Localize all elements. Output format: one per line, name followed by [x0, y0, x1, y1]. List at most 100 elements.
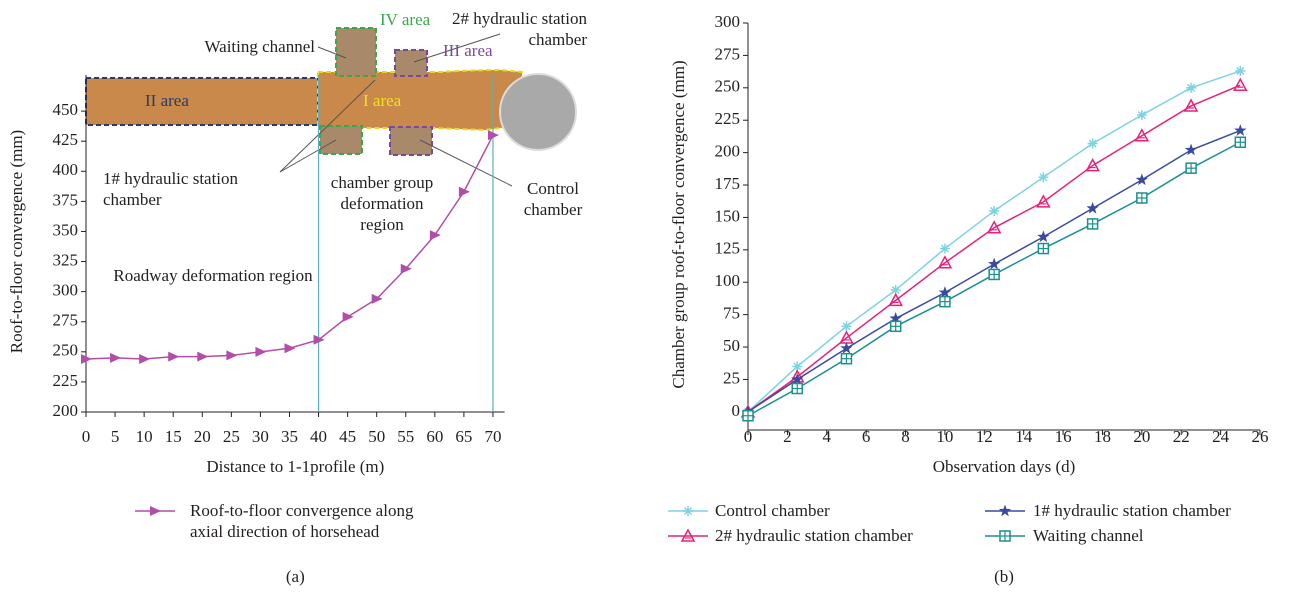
marker-shape [1183, 98, 1199, 112]
data-point [742, 409, 754, 422]
marker-shape [683, 506, 693, 516]
annotation: 2# hydraulic station chamber [451, 9, 587, 49]
marker-shape [1135, 173, 1149, 186]
data-point [168, 351, 180, 362]
y-tick-label: 200 [53, 401, 79, 420]
x-tick-label: 10 [136, 427, 153, 446]
data-point [841, 321, 852, 332]
data-point [791, 382, 803, 395]
y-tick-label: 250 [715, 77, 741, 96]
data-point [986, 220, 1002, 234]
legend-label: 2# hydraulic station chamber [715, 526, 913, 545]
y-tick-label: 275 [715, 44, 741, 63]
legend-label: Waiting channel [1033, 526, 1144, 545]
legend-marker [683, 506, 693, 516]
x-tick-label: 45 [339, 427, 356, 446]
data-point [1136, 110, 1147, 121]
annotation: II area [145, 91, 189, 110]
x-tick-label: 2 [783, 427, 792, 446]
marker-shape [1137, 110, 1146, 120]
data-point [1037, 242, 1050, 255]
legend-label: 1# hydraulic station chamber [1033, 501, 1231, 520]
x-tick-label: 0 [82, 427, 91, 446]
y-tick-label: 350 [53, 220, 79, 239]
x-tick-label: 50 [368, 427, 385, 446]
legend-marker [150, 506, 161, 516]
data-point [840, 341, 853, 354]
x-tick-label: 20 [1133, 427, 1150, 446]
marker-shape [937, 255, 953, 269]
data-point [1135, 173, 1149, 186]
x-tick-label: 8 [901, 427, 910, 446]
marker-shape [1236, 66, 1245, 75]
marker-shape [1086, 201, 1099, 214]
y-tick-label: 175 [715, 174, 741, 193]
marker-shape [110, 352, 122, 363]
marker-shape [840, 341, 853, 354]
y-tick-label: 125 [715, 239, 741, 258]
marker-shape [1036, 194, 1051, 208]
annotation: Waiting channel [204, 37, 315, 56]
marker-shape [990, 206, 999, 215]
data-point [1234, 124, 1247, 136]
y-tick-label: 200 [715, 142, 741, 161]
data-point [1037, 230, 1050, 243]
y-tick-label: 150 [715, 206, 741, 225]
marker-shape [255, 346, 267, 357]
marker-shape [371, 293, 383, 304]
data-point [939, 295, 951, 308]
data-point [284, 343, 296, 354]
marker-shape [1037, 230, 1050, 243]
data-point [791, 372, 804, 385]
marker-shape [998, 504, 1012, 517]
x-tick-label: 70 [484, 427, 501, 446]
annotation: chamber group deformation region [330, 173, 434, 234]
annotation: IV area [380, 10, 431, 29]
data-point [938, 286, 952, 298]
marker-shape [1039, 173, 1048, 182]
marker-shape [1234, 124, 1247, 136]
marker-shape [1085, 158, 1100, 172]
data-point [889, 312, 902, 324]
x-tick-label: 10 [936, 427, 953, 446]
y-tick-label: 300 [53, 281, 79, 300]
data-point [313, 334, 325, 345]
data-point [1136, 192, 1148, 204]
legend-label: Roof-to-floor convergence along axial di… [190, 501, 414, 541]
data-point [1086, 218, 1099, 230]
data-point [139, 354, 151, 365]
data-point [888, 292, 903, 307]
data-point [1183, 98, 1199, 112]
control-shape [389, 126, 433, 156]
marker-shape [487, 130, 499, 141]
data-point [110, 352, 122, 363]
x-tick-label: 0 [744, 427, 753, 446]
leader-lines [279, 33, 513, 187]
legend-marker [998, 504, 1012, 517]
marker-shape [938, 286, 952, 298]
data-point [1085, 158, 1100, 172]
data-point [1087, 138, 1098, 149]
x-tick-label: 35 [281, 427, 298, 446]
x-tick-label: 25 [223, 427, 240, 446]
x-tick-label: 16 [1055, 427, 1072, 446]
data-point [1184, 143, 1198, 156]
annotation: III area [443, 41, 493, 60]
data-point [226, 350, 238, 361]
y-tick-label: 300 [715, 12, 741, 31]
panel-label: (b) [994, 567, 1014, 586]
y-tick-label: 250 [53, 341, 79, 360]
marker-shape [139, 354, 151, 365]
marker-shape [793, 362, 802, 371]
annotation: Roadway deformation region [113, 266, 313, 285]
series-line [747, 84, 1241, 413]
marker-shape [940, 244, 949, 253]
y-tick-label: 325 [53, 250, 79, 269]
x-axis-label: Observation days (d) [933, 457, 1076, 476]
marker-shape [313, 334, 325, 345]
i-area-shape [317, 68, 523, 132]
y-tick-label: 75 [723, 304, 740, 323]
data-point [400, 263, 412, 274]
x-tick-label: 14 [1015, 427, 1033, 446]
